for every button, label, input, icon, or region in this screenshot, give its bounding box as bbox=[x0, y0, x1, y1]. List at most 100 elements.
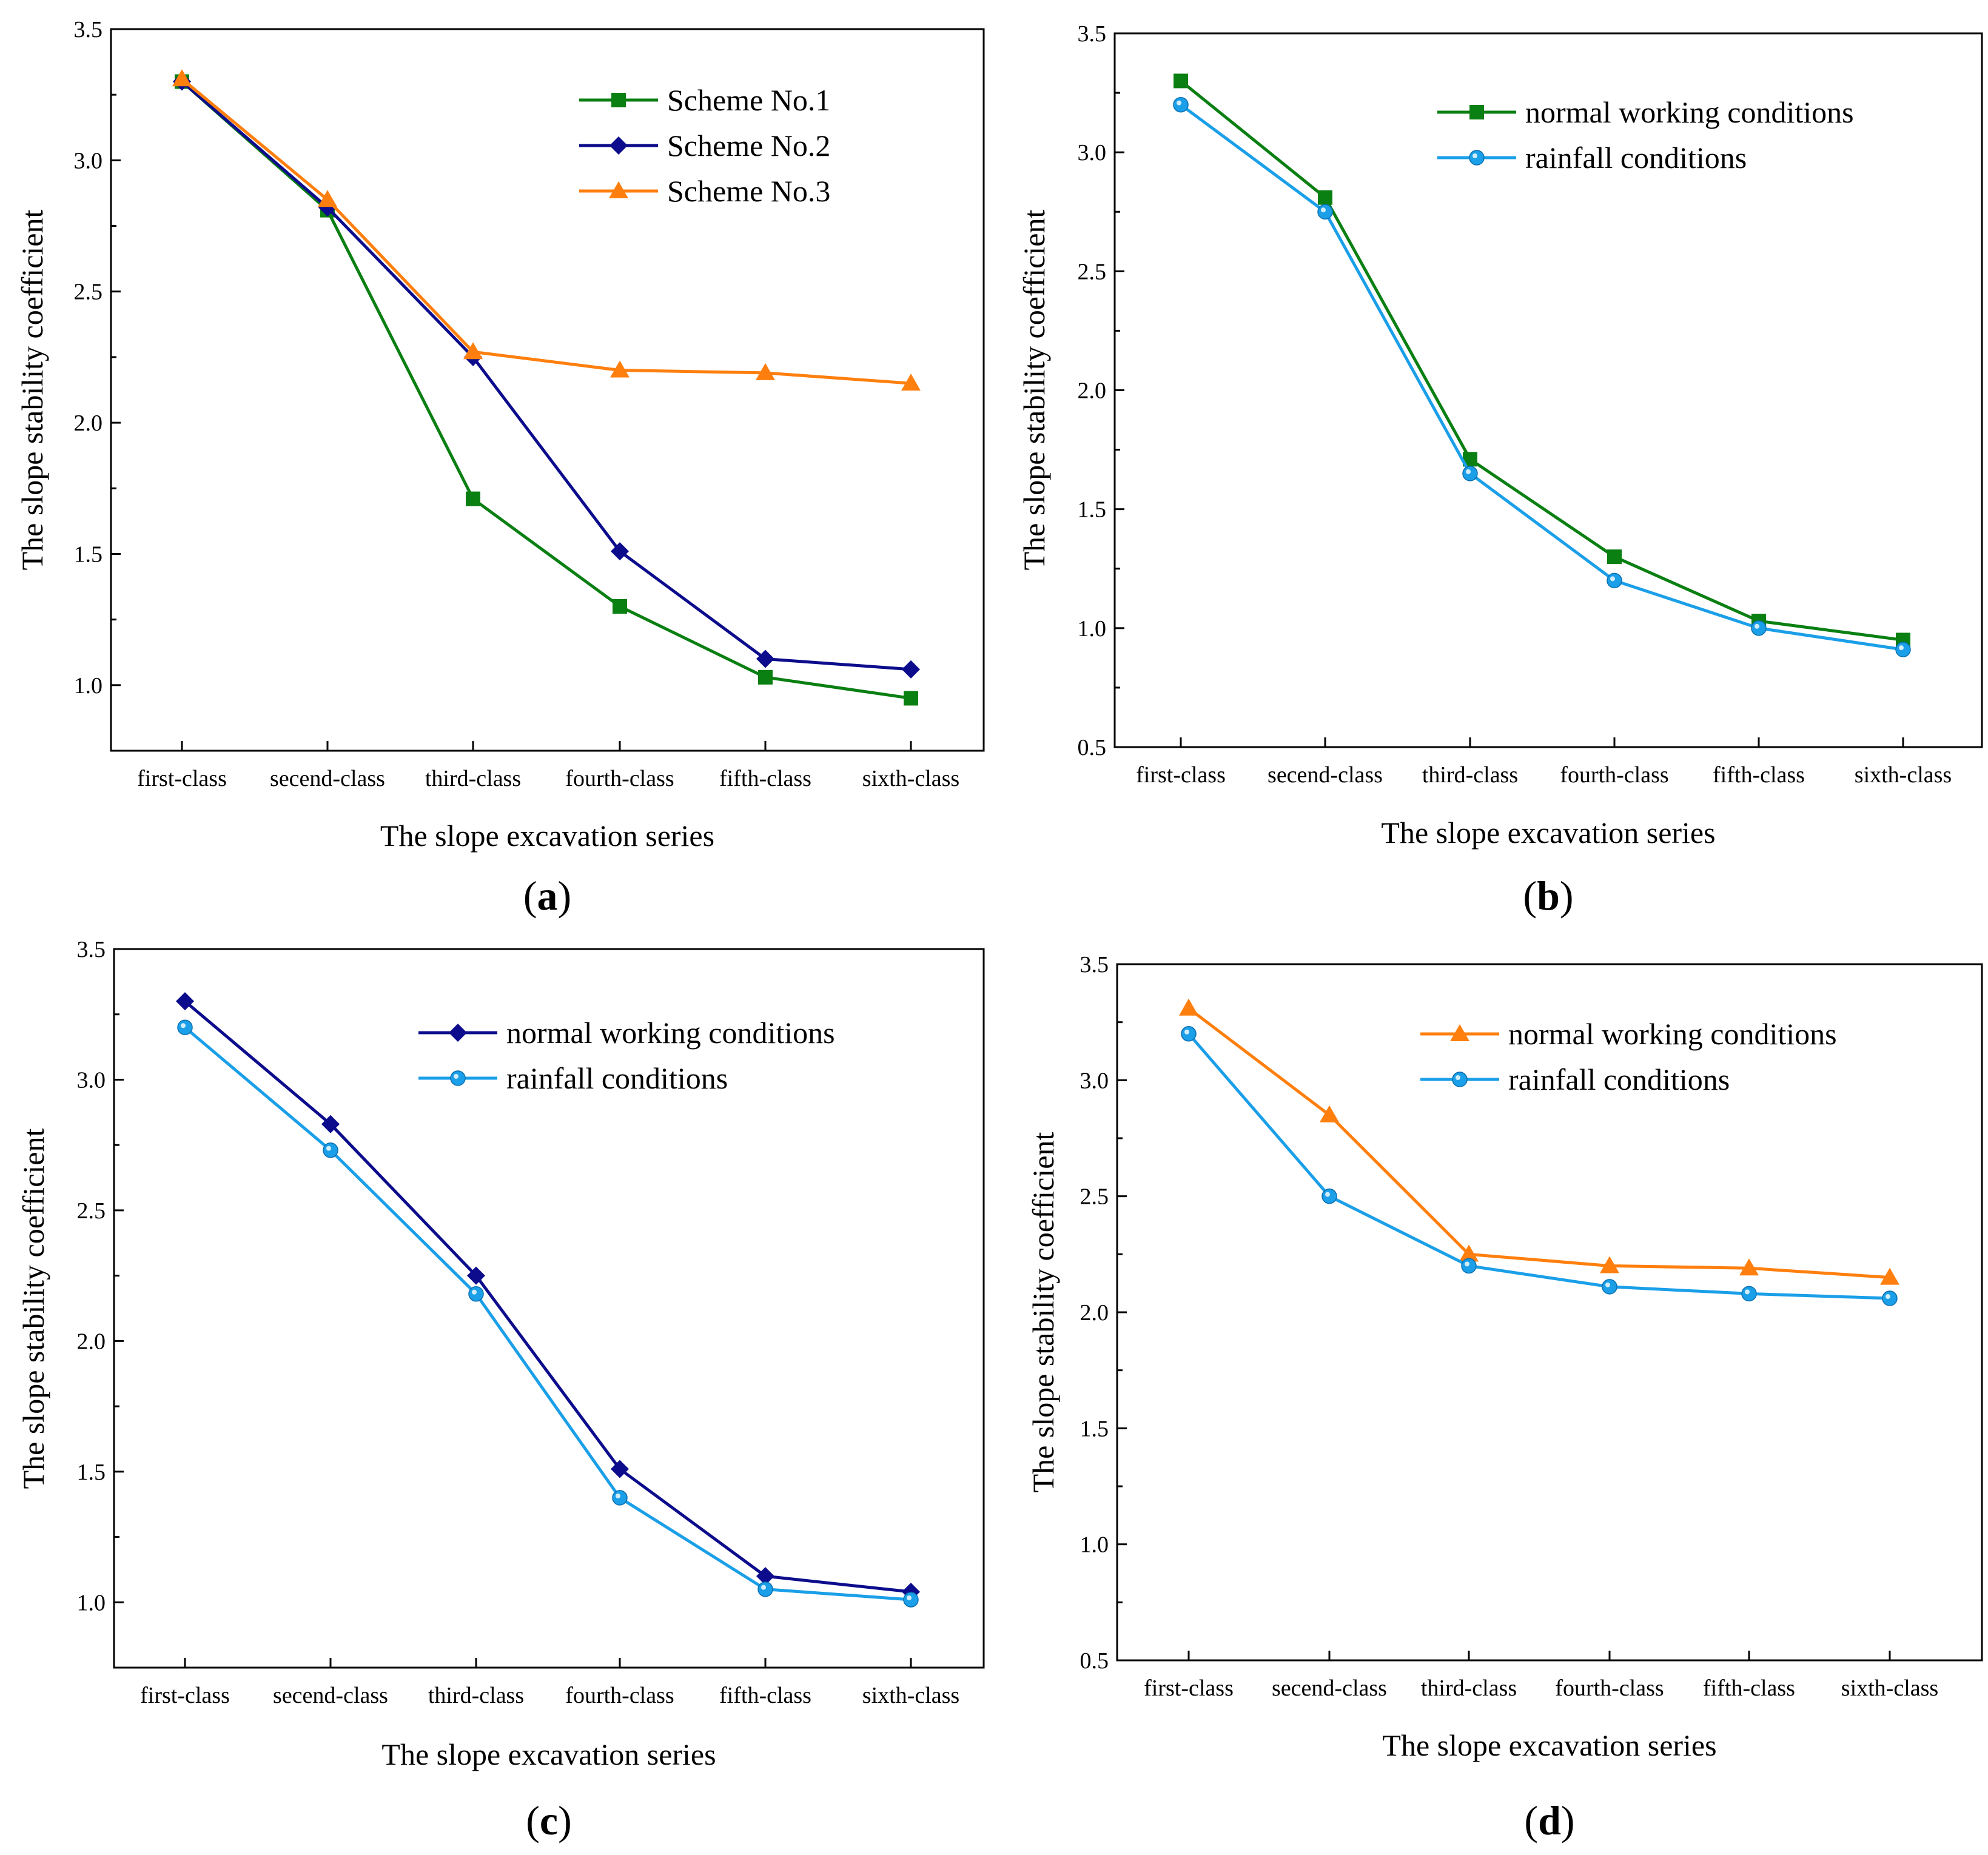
series-line-1 bbox=[184, 1000, 912, 1594]
data-point-series-1 bbox=[756, 1567, 774, 1586]
data-point-series-2 bbox=[756, 649, 774, 668]
y-tick-label: 3.0 bbox=[74, 148, 103, 173]
x-tick-label: fourth-class bbox=[565, 1683, 674, 1708]
chart-panel-c: 1.0 1.5 2.0 2.5 3.0 3.5 first-class secend-clas… bbox=[16, 937, 985, 1843]
x-axis-title: The slope excavation series bbox=[380, 819, 714, 853]
legend-marker bbox=[609, 136, 628, 155]
marker-highlight bbox=[181, 1023, 186, 1028]
y-tick-label: 2.5 bbox=[77, 1198, 106, 1224]
y-tick-label: 3.0 bbox=[77, 1067, 106, 1093]
y-tick-label: 3.5 bbox=[77, 937, 106, 962]
marker-highlight bbox=[907, 1595, 912, 1600]
legend-label: rainfall conditions bbox=[1508, 1062, 1730, 1096]
legend-label: normal working conditions bbox=[506, 1016, 835, 1050]
series-line-1 bbox=[1180, 79, 1904, 642]
data-point-series-2 bbox=[468, 1286, 484, 1302]
marker-highlight bbox=[472, 1289, 477, 1295]
data-point-series-2 bbox=[1751, 620, 1767, 636]
x-axis-title: The slope excavation series bbox=[1382, 1728, 1716, 1762]
legend-label: rainfall conditions bbox=[1525, 141, 1747, 175]
marker-highlight bbox=[454, 1074, 458, 1079]
x-tick-label: third-class bbox=[1421, 1676, 1517, 1701]
legend-label: Scheme No.1 bbox=[667, 83, 830, 117]
x-axis-title: The slope excavation series bbox=[1381, 816, 1715, 850]
data-point-series-1 bbox=[758, 669, 773, 685]
marker-highlight bbox=[1456, 1075, 1460, 1080]
y-tick-label: 1.0 bbox=[74, 673, 103, 699]
y-axis-title: The slope stability coefficient bbox=[16, 1129, 50, 1489]
marker-highlight bbox=[1465, 1261, 1469, 1267]
data-point-series-3 bbox=[610, 360, 630, 378]
legend-marker bbox=[1452, 1072, 1468, 1087]
y-axis-title: The slope stability coefficient bbox=[15, 210, 49, 571]
x-tick-label: first-class bbox=[140, 1683, 230, 1708]
x-tick-label: fifth-class bbox=[1703, 1676, 1795, 1701]
y-tick-label: 1.0 bbox=[1080, 1532, 1109, 1558]
marker-highlight bbox=[1605, 1282, 1610, 1287]
data-point-series-1 bbox=[1600, 1256, 1619, 1273]
marker-highlight bbox=[616, 1493, 620, 1498]
data-point-series-1 bbox=[1320, 1105, 1339, 1122]
marker-highlight bbox=[761, 1585, 766, 1590]
x-tick-label: fifth-class bbox=[719, 766, 811, 791]
marker-highlight bbox=[1886, 1294, 1890, 1300]
data-point-series-3 bbox=[318, 190, 337, 207]
y-tick-label: 2.0 bbox=[1080, 1300, 1109, 1326]
data-point-series-1 bbox=[1318, 190, 1332, 205]
y-tick-label: 2.0 bbox=[77, 1329, 106, 1354]
series-line-1 bbox=[181, 80, 912, 700]
x-tick-label: first-class bbox=[1136, 762, 1226, 788]
chart-panel-a: 1.0 1.5 2.0 2.5 3.0 3.5 first-class secend-clas… bbox=[15, 17, 985, 919]
data-point-series-2 bbox=[323, 1142, 338, 1158]
series-line-2 bbox=[1180, 103, 1904, 651]
data-point-series-2 bbox=[1173, 96, 1189, 113]
panel-label: (d) bbox=[1524, 1797, 1574, 1843]
legend-marker bbox=[611, 93, 626, 107]
data-point-series-2 bbox=[1895, 642, 1911, 657]
data-point-series-1 bbox=[1739, 1258, 1759, 1276]
x-tick-label: sixth-class bbox=[862, 1683, 959, 1708]
data-point-series-3 bbox=[463, 342, 483, 360]
marker-highlight bbox=[1755, 623, 1759, 629]
data-point-series-2 bbox=[1321, 1188, 1337, 1204]
data-point-series-2 bbox=[757, 1581, 773, 1597]
chart-panel-d: 0.5 1.0 1.5 2.0 2.5 3.0 3.5 first-class secend-c… bbox=[1026, 952, 1983, 1843]
x-axis-title: The slope excavation series bbox=[381, 1737, 716, 1771]
marker-highlight bbox=[1184, 1029, 1189, 1035]
y-tick-label: 3.5 bbox=[1080, 952, 1109, 978]
data-point-series-1 bbox=[1607, 549, 1622, 565]
y-tick-label: 1.5 bbox=[1078, 497, 1107, 523]
y-tick-label: 1.5 bbox=[77, 1460, 106, 1485]
marker-highlight bbox=[326, 1146, 331, 1151]
legend-label: rainfall conditions bbox=[506, 1061, 728, 1095]
x-tick-label: fifth-class bbox=[1713, 762, 1805, 788]
legend-marker bbox=[450, 1070, 466, 1086]
y-tick-label: 1.5 bbox=[1080, 1416, 1109, 1441]
marker-highlight bbox=[1177, 100, 1181, 106]
x-tick-label: secend-class bbox=[1268, 762, 1383, 788]
x-tick-label: first-class bbox=[137, 766, 227, 791]
y-tick-label: 2.0 bbox=[1078, 378, 1107, 404]
data-point-series-2 bbox=[1181, 1026, 1197, 1042]
y-tick-label: 3.0 bbox=[1078, 140, 1107, 166]
legend-marker bbox=[449, 1024, 467, 1042]
data-point-series-1 bbox=[321, 1115, 340, 1133]
data-point-series-2 bbox=[902, 660, 920, 679]
x-tick-label: third-class bbox=[1422, 762, 1518, 788]
x-tick-label: sixth-class bbox=[862, 766, 959, 791]
legend-marker bbox=[1469, 105, 1484, 119]
y-tick-label: 1.5 bbox=[74, 542, 103, 567]
data-point-series-1 bbox=[611, 1460, 629, 1478]
legend-marker bbox=[1450, 1024, 1469, 1041]
y-tick-label: 0.5 bbox=[1078, 735, 1107, 760]
legend-marker bbox=[1469, 150, 1485, 166]
data-point-series-1 bbox=[904, 691, 918, 706]
data-point-series-2 bbox=[1741, 1286, 1757, 1302]
y-tick-label: 2.0 bbox=[74, 411, 103, 436]
x-tick-label: third-class bbox=[428, 1683, 524, 1708]
legend-label: normal working conditions bbox=[1525, 95, 1854, 129]
data-point-series-1 bbox=[467, 1266, 485, 1285]
legend-label: normal working conditions bbox=[1508, 1017, 1837, 1051]
data-point-series-2 bbox=[177, 1019, 193, 1036]
